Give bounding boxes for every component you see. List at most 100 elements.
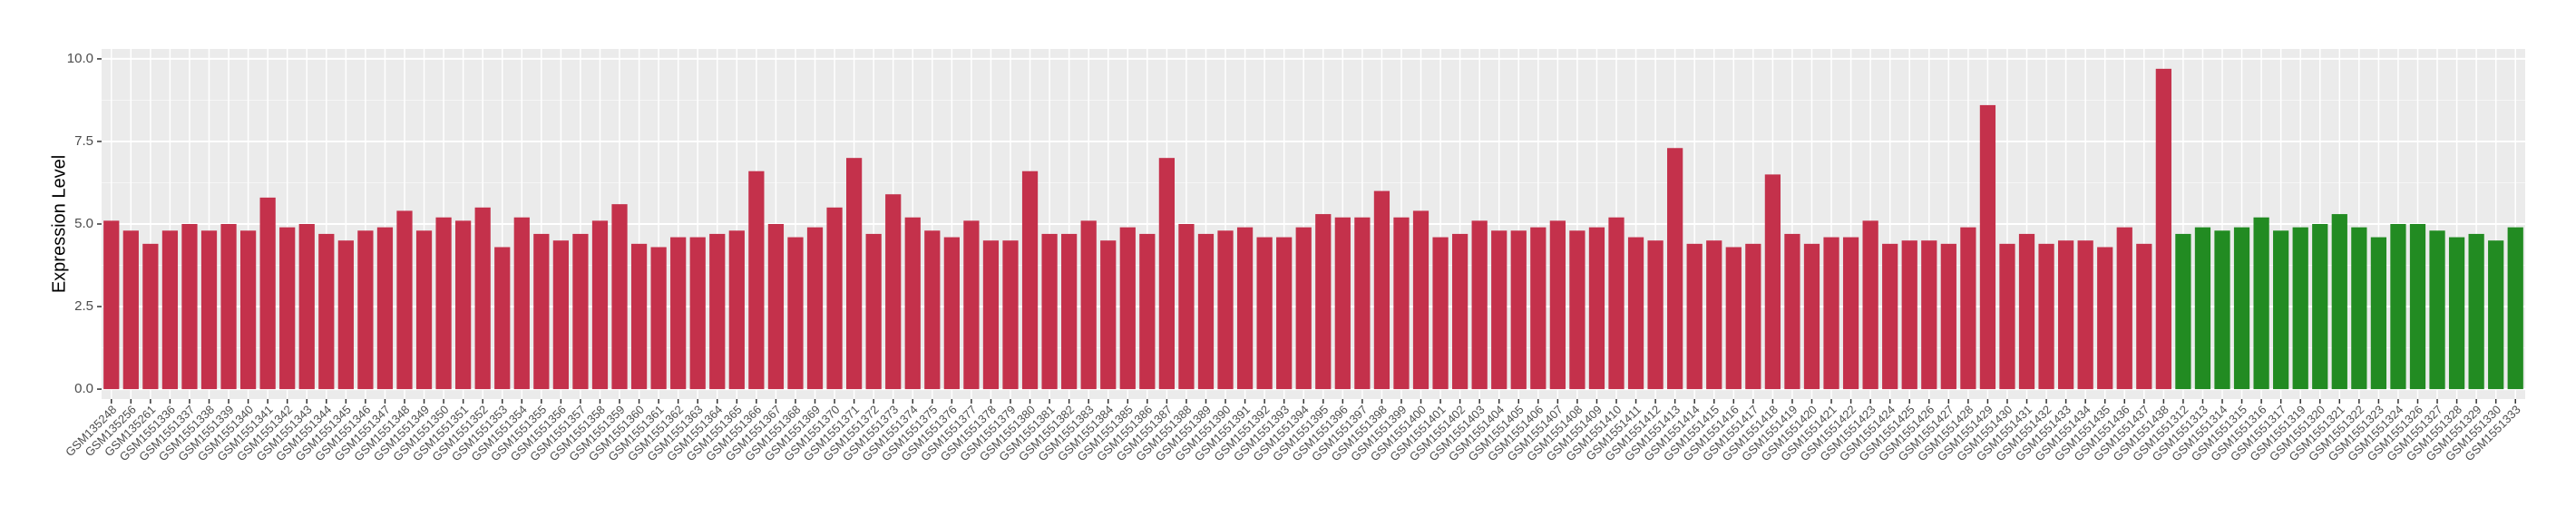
- bar: [161, 230, 179, 390]
- bar: [1412, 210, 1429, 390]
- bar: [2273, 230, 2289, 390]
- y-tick-label: 5.0: [74, 216, 93, 231]
- bar: [2116, 227, 2132, 390]
- bar: [1764, 174, 1781, 390]
- bar: [1158, 158, 1176, 390]
- bar: [1549, 220, 1566, 390]
- bar: [826, 207, 843, 390]
- bar: [963, 220, 980, 390]
- bar: [1960, 227, 1976, 390]
- bar: [1608, 217, 1625, 390]
- bar: [767, 224, 785, 390]
- bar: [1315, 214, 1332, 390]
- bar: [748, 170, 765, 390]
- bar: [1080, 220, 1097, 390]
- bar: [1510, 230, 1527, 390]
- bar: [982, 240, 1000, 390]
- bar: [357, 230, 374, 390]
- bar: [103, 220, 120, 390]
- y-tick-label: 10.0: [67, 51, 93, 66]
- bar: [1979, 104, 1996, 390]
- bar: [2077, 240, 2093, 390]
- bar: [1276, 237, 1293, 390]
- bar: [885, 194, 902, 390]
- bar: [142, 243, 159, 390]
- bar: [2194, 227, 2211, 390]
- bar: [1491, 230, 1508, 390]
- bar: [1999, 243, 2015, 390]
- bar: [924, 230, 941, 390]
- bar: [2409, 224, 2426, 390]
- bar: [2018, 233, 2035, 390]
- bar: [2370, 237, 2387, 390]
- bar: [474, 207, 491, 390]
- bar: [1588, 227, 1605, 390]
- bar: [2214, 230, 2230, 390]
- bar: [2468, 233, 2484, 390]
- bar: [1901, 240, 1917, 390]
- bar: [728, 230, 745, 390]
- bar: [2507, 227, 2523, 390]
- bar: [1295, 227, 1312, 390]
- bar: [259, 197, 276, 390]
- bar: [806, 227, 824, 390]
- bar: [2057, 240, 2074, 390]
- bar: [709, 233, 726, 390]
- bar: [1373, 190, 1390, 390]
- bar: [1627, 237, 1644, 390]
- bar: [200, 230, 218, 390]
- bar: [318, 233, 335, 390]
- bar: [611, 204, 628, 390]
- bar: [2155, 68, 2171, 390]
- bar: [1471, 220, 1488, 390]
- bar: [787, 237, 804, 390]
- bar: [2331, 214, 2347, 390]
- bar: [591, 220, 609, 390]
- bar: [1197, 233, 1215, 390]
- bar: [2038, 243, 2054, 390]
- bar: [1393, 217, 1410, 390]
- bar: [572, 233, 589, 390]
- bar: [1803, 243, 1820, 390]
- bar: [2292, 227, 2308, 390]
- bar: [1100, 240, 1117, 390]
- bar: [1530, 227, 1547, 390]
- bar: [1002, 240, 1019, 390]
- bar: [2448, 237, 2465, 390]
- bar: [2253, 217, 2269, 390]
- bar: [1940, 243, 1956, 390]
- bar: [513, 217, 530, 390]
- bar: [2175, 233, 2191, 390]
- bar: [181, 224, 198, 390]
- bar: [552, 240, 570, 390]
- bar: [2351, 227, 2367, 390]
- bar: [1236, 227, 1254, 390]
- bar: [1139, 233, 1156, 390]
- bar: [298, 224, 315, 390]
- bar: [1256, 237, 1273, 390]
- bar: [1686, 243, 1703, 390]
- bar: [1745, 243, 1761, 390]
- bar: [2488, 240, 2504, 390]
- bar: [2390, 224, 2406, 390]
- bar: [1862, 220, 1878, 390]
- bar: [2097, 247, 2113, 390]
- y-axis-title: Expression Level: [49, 155, 69, 293]
- bar: [2312, 224, 2328, 390]
- bar: [239, 230, 257, 390]
- bar: [1061, 233, 1078, 390]
- bar: [943, 237, 960, 390]
- bar: [337, 240, 354, 390]
- bar: [279, 227, 296, 390]
- y-tick-label: 2.5: [74, 298, 93, 314]
- bar: [533, 233, 550, 390]
- bar: [220, 224, 237, 390]
- bar: [865, 233, 882, 390]
- bar: [494, 247, 511, 390]
- bar: [689, 237, 706, 390]
- bar: [845, 158, 863, 390]
- bar: [1178, 224, 1195, 390]
- bar: [630, 243, 648, 390]
- bar: [1569, 230, 1586, 390]
